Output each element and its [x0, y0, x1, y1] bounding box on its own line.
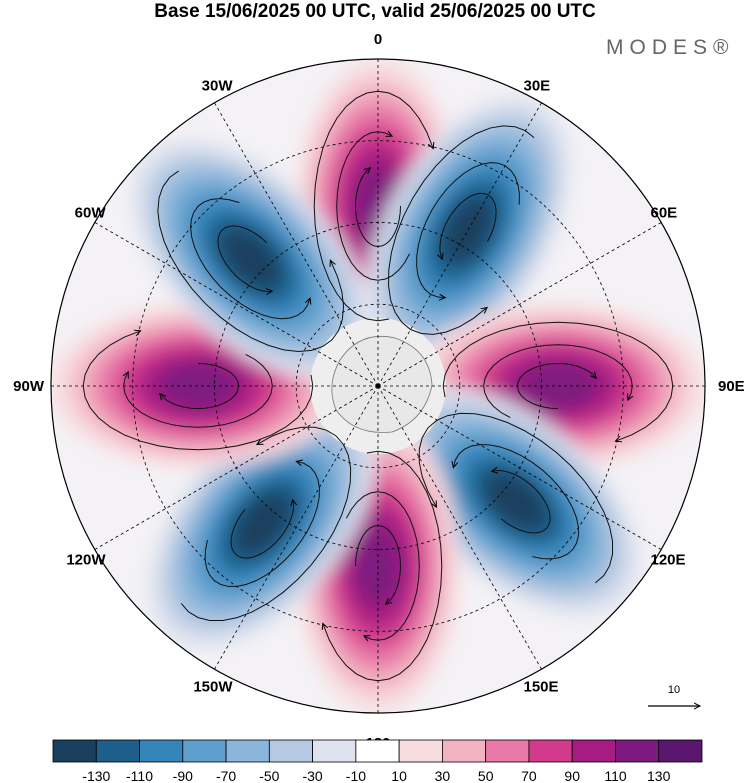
colorbar-swatch: [95, 739, 140, 763]
colorbar-swatch: [52, 739, 97, 763]
south-pole-marker: [375, 383, 381, 389]
latitude-circle: [132, 140, 624, 632]
reference-vector: 10: [648, 684, 700, 706]
longitude-label: 150W: [193, 679, 233, 696]
latitude-circle: [295, 303, 461, 469]
streamline: [442, 321, 674, 441]
streamline: [516, 362, 597, 409]
map-title: Base 15/06/2025 00 UTC, valid 25/06/2025…: [154, 1, 596, 22]
colorbar-swatch: [355, 739, 400, 763]
meridian-line: [377, 222, 662, 387]
anomaly-contour: [233, 492, 292, 556]
longitude-label: 60E: [651, 205, 678, 222]
longitude-label: 120W: [66, 552, 106, 569]
colorbar-swatch: [528, 739, 573, 763]
streamline: [336, 132, 411, 281]
colorbar-tick-label: -50: [259, 768, 279, 783]
streamline: [355, 524, 402, 605]
longitude-label: 90E: [718, 378, 745, 395]
streamline: [483, 344, 633, 419]
colorbar-tick-label: -110: [126, 768, 153, 783]
meridian-line: [377, 385, 542, 670]
reference-vector-label: 10: [668, 684, 680, 696]
colorbar-tick-label: 30: [435, 768, 451, 783]
longitude-label: 30W: [202, 78, 234, 95]
streamline: [323, 450, 443, 682]
streamline: [160, 363, 240, 410]
longitude-label: 120E: [651, 552, 686, 569]
longitude-label: 150E: [524, 679, 559, 696]
streamline: [217, 225, 293, 301]
anomaly-field: [51, 59, 705, 713]
colorbar-swatch: [658, 739, 703, 763]
streamline: [204, 447, 320, 587]
streamline: [157, 170, 345, 353]
streamline: [388, 125, 535, 335]
colorbar-tick-label: 70: [521, 768, 537, 783]
longitude-labels: 030E60E90E120E150E180150W120W90W60W30W: [13, 31, 745, 752]
colorbar-tick-label: 110: [604, 768, 627, 783]
colorbar-tick-label: -10: [346, 768, 366, 783]
colorbar-swatch: [139, 739, 184, 763]
anomaly-contour: [220, 228, 281, 289]
streamline: [429, 192, 497, 275]
colorbar-swatch: [182, 739, 227, 763]
colorbar-swatch: [485, 739, 530, 763]
streamline: [345, 491, 420, 641]
colorbar-swatch: [312, 739, 357, 763]
streamline: [416, 162, 520, 310]
colorbar-tick-label: 130: [647, 768, 671, 783]
colorbar-swatch: [268, 739, 313, 763]
anomaly-contour: [484, 472, 548, 531]
colorbar-tick-label: -90: [173, 768, 193, 783]
colorbar-tick-label: 90: [564, 768, 580, 783]
streamline: [439, 444, 579, 560]
longitude-label: 60W: [75, 205, 107, 222]
colorbar-tick-label: 10: [391, 768, 407, 783]
colorbar-tick-label: -130: [82, 768, 110, 783]
streamline: [190, 198, 326, 320]
graticule: [51, 59, 705, 713]
streamline: [354, 168, 401, 248]
colorbar-swatch: [441, 739, 487, 763]
map-border: [50, 58, 706, 714]
streamline: [230, 480, 304, 559]
streamline: [418, 412, 614, 584]
streamline: [472, 460, 551, 534]
colorbar: -130 -110 -90 -70 -50 -30 -10 10 30 50 70 90 110 130: [52, 739, 703, 783]
colorbar-swatch: [225, 739, 270, 763]
streamlines: [82, 90, 674, 682]
colorbar-tick-label: -70: [216, 768, 236, 783]
meridian-line: [377, 102, 542, 387]
latitude-circle: [214, 222, 542, 550]
anomaly-center-negative: [390, 387, 641, 616]
streamline: [82, 331, 314, 451]
colorbar-swatch: [571, 739, 616, 763]
streamline: [124, 353, 273, 428]
streamline: [313, 90, 433, 322]
longitude-label: 30E: [524, 78, 551, 95]
colorbar-tick-label: -30: [302, 768, 322, 783]
colorbar-swatch: [398, 739, 443, 763]
longitude-label: 0: [374, 31, 382, 48]
modes-logo: MODES®: [606, 36, 735, 59]
colorbar-tick-label: 50: [478, 768, 494, 783]
longitude-label: 90W: [13, 378, 45, 395]
colorbar-swatch: [615, 739, 660, 763]
meridian-line: [94, 222, 379, 387]
streamline: [180, 426, 352, 622]
